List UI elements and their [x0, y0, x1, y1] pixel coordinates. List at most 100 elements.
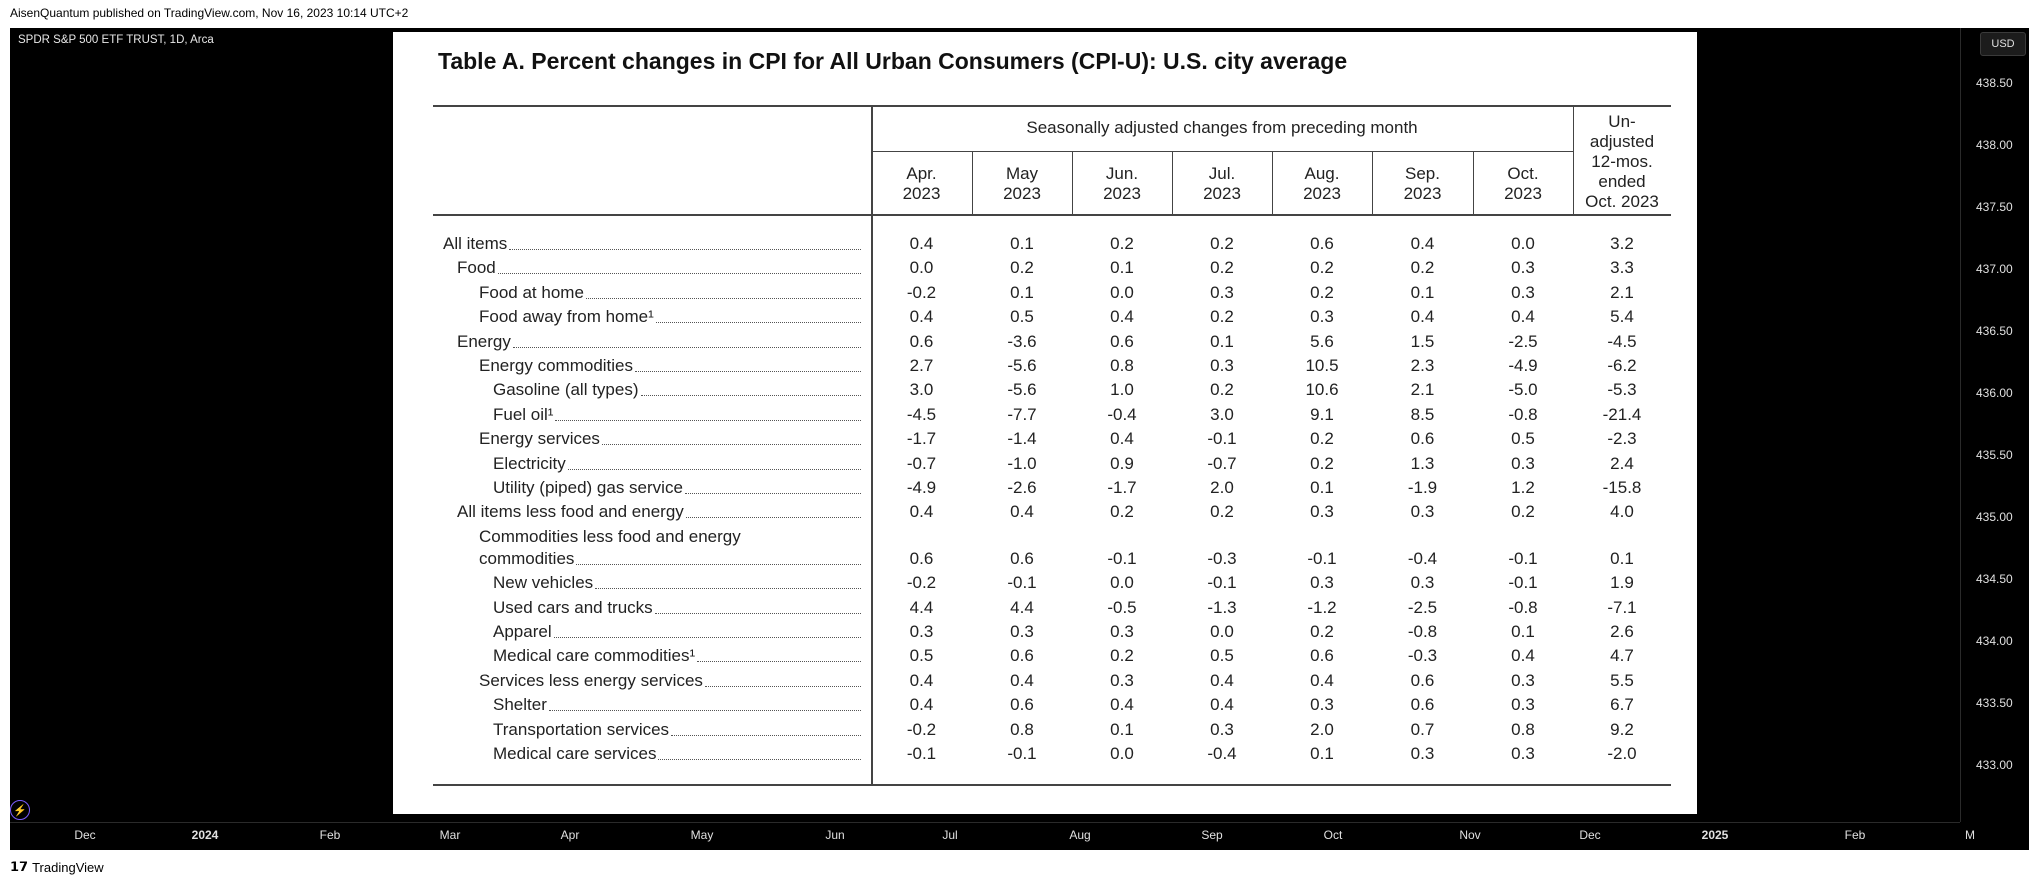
row-label: Used cars and trucks — [493, 597, 653, 617]
table-cell: -2.3 — [1607, 429, 1637, 449]
table-cell: 0.7 — [1410, 719, 1435, 739]
table-cell: 0.1 — [1110, 258, 1134, 278]
table-cell: -1.4 — [1007, 429, 1037, 449]
time-tick-label: Apr — [560, 828, 580, 842]
table-cell: 1.5 — [1410, 331, 1435, 351]
price-tick-label: 437.50 — [1976, 200, 2013, 214]
time-tick-label: Feb — [1844, 828, 1866, 842]
table-cell: -4.5 — [1607, 331, 1637, 351]
table-cell: 0.6 — [1010, 548, 1034, 568]
table-cell: 0.4 — [1210, 695, 1234, 715]
time-tick-label: Oct — [1323, 828, 1343, 842]
table-cell: 0.1 — [1010, 234, 1034, 253]
table-cell: -0.1 — [1508, 573, 1538, 593]
table-cell: 0.0 — [1110, 282, 1134, 302]
table-cell: 0.3 — [1010, 622, 1034, 641]
group-header: Seasonally adjusted changes from precedi… — [1026, 118, 1418, 137]
table-cell: 0.3 — [1511, 453, 1535, 473]
table-cell: 2.4 — [1610, 453, 1634, 473]
table-cell: -2.5 — [1508, 331, 1538, 351]
table-cell: 0.4 — [1210, 670, 1234, 690]
column-divider — [1473, 151, 1474, 214]
table-cell: -5.6 — [1007, 380, 1037, 400]
table-cell: -0.8 — [1508, 597, 1538, 617]
table-cell: 0.2 — [1310, 282, 1334, 302]
table-cell: 4.4 — [909, 597, 934, 617]
dot-leader — [513, 346, 861, 348]
table-cell: -6.2 — [1607, 356, 1637, 375]
table-cell: -4.9 — [1508, 356, 1538, 375]
row-label: Utility (piped) gas service — [493, 478, 683, 497]
time-tick-label: Mar — [439, 828, 461, 842]
table-cell: 0.6 — [1310, 234, 1334, 253]
table-cell: 0.1 — [1511, 622, 1535, 641]
table-cell: 0.2 — [1110, 234, 1134, 253]
row-label: Medical care commodities¹ — [493, 646, 696, 666]
dot-leader — [655, 612, 861, 614]
table-cell: 0.2 — [1210, 380, 1234, 400]
table-cell: -0.1 — [1007, 573, 1037, 593]
table-cell: 2.7 — [909, 356, 934, 375]
dot-leader — [568, 468, 861, 470]
table-cell: 0.8 — [1511, 719, 1535, 739]
table-cell: 0.3 — [909, 622, 934, 641]
column-header: 2023 — [1003, 184, 1041, 203]
publisher-caption: AisenQuantum published on TradingView.co… — [10, 6, 409, 20]
time-tick-label: 2025 — [1701, 828, 1729, 842]
column-header: May — [1005, 164, 1039, 183]
table-cell: 0.5 — [1210, 646, 1234, 666]
row-label: Food away from home¹ — [479, 307, 654, 327]
table-cell: 0.0 — [1110, 744, 1134, 763]
table-cell: 0.4 — [1310, 670, 1334, 690]
label-column-divider — [871, 105, 873, 785]
table-cell: 2.0 — [1210, 478, 1234, 497]
table-cell: -0.4 — [1407, 548, 1438, 568]
table-cell: -7.1 — [1607, 597, 1637, 617]
column-header: 2023 — [902, 184, 941, 203]
table-cell: 0.6 — [1410, 670, 1435, 690]
table-cell: 0.3 — [1310, 695, 1334, 715]
group-header-rule — [871, 151, 1573, 152]
table-cell: -0.4 — [1107, 404, 1137, 424]
column-header: Jul. — [1208, 164, 1236, 183]
table-cell: -1.7 — [1107, 478, 1137, 497]
table-cell: 0.3 — [1511, 744, 1535, 763]
table-cell: -0.8 — [1508, 404, 1538, 424]
table-cell: -21.4 — [1602, 404, 1642, 424]
table-cell: 4.4 — [1010, 597, 1034, 617]
table-cell: -4.5 — [906, 404, 937, 424]
table-cell: -0.2 — [906, 282, 937, 302]
row-label: All items — [443, 234, 508, 253]
dot-leader — [602, 443, 861, 446]
table-cell: 10.6 — [1305, 380, 1339, 400]
table-cell: 0.4 — [1410, 234, 1435, 253]
table-cell: 0.0 — [909, 258, 934, 278]
table-cell: 0.3 — [1511, 695, 1535, 715]
dot-leader — [656, 321, 861, 324]
symbol-legend[interactable]: SPDR S&P 500 ETF TRUST, 1D, Arca — [18, 34, 214, 46]
row-label: Energy — [457, 331, 511, 351]
tradingview-logo-icon: 𝟭𝟳 — [10, 859, 29, 874]
tradingview-brand: 𝟭𝟳 TradingView — [10, 859, 104, 875]
row-label: Shelter — [493, 695, 547, 715]
table-cell: 0.1 — [1110, 719, 1134, 739]
table-bottom-rule — [433, 784, 1671, 786]
table-cell: 0.4 — [909, 670, 934, 690]
table-cell: 4.0 — [1610, 502, 1634, 522]
price-tick-label: 435.00 — [1976, 510, 2013, 524]
time-tick-label: Nov — [1459, 828, 1481, 842]
table-cell: 0.3 — [1310, 573, 1334, 593]
table-cell: 0.0 — [1210, 622, 1234, 641]
table-cell: -2.5 — [1407, 597, 1438, 617]
table-cell: 8.5 — [1410, 404, 1435, 424]
table-cell: 3.2 — [1610, 234, 1634, 253]
currency-button[interactable]: USD — [1980, 32, 2026, 56]
table-cell: 0.2 — [1110, 502, 1134, 522]
table-cell: 0.6 — [1410, 429, 1435, 449]
column-divider — [972, 151, 973, 214]
table-cell: 0.2 — [1310, 429, 1334, 449]
lightning-icon[interactable]: ⚡ — [10, 800, 30, 820]
price-axis-divider — [1960, 28, 1961, 822]
time-tick-label: Jul — [942, 828, 958, 842]
table-cell: 0.4 — [1010, 670, 1034, 690]
